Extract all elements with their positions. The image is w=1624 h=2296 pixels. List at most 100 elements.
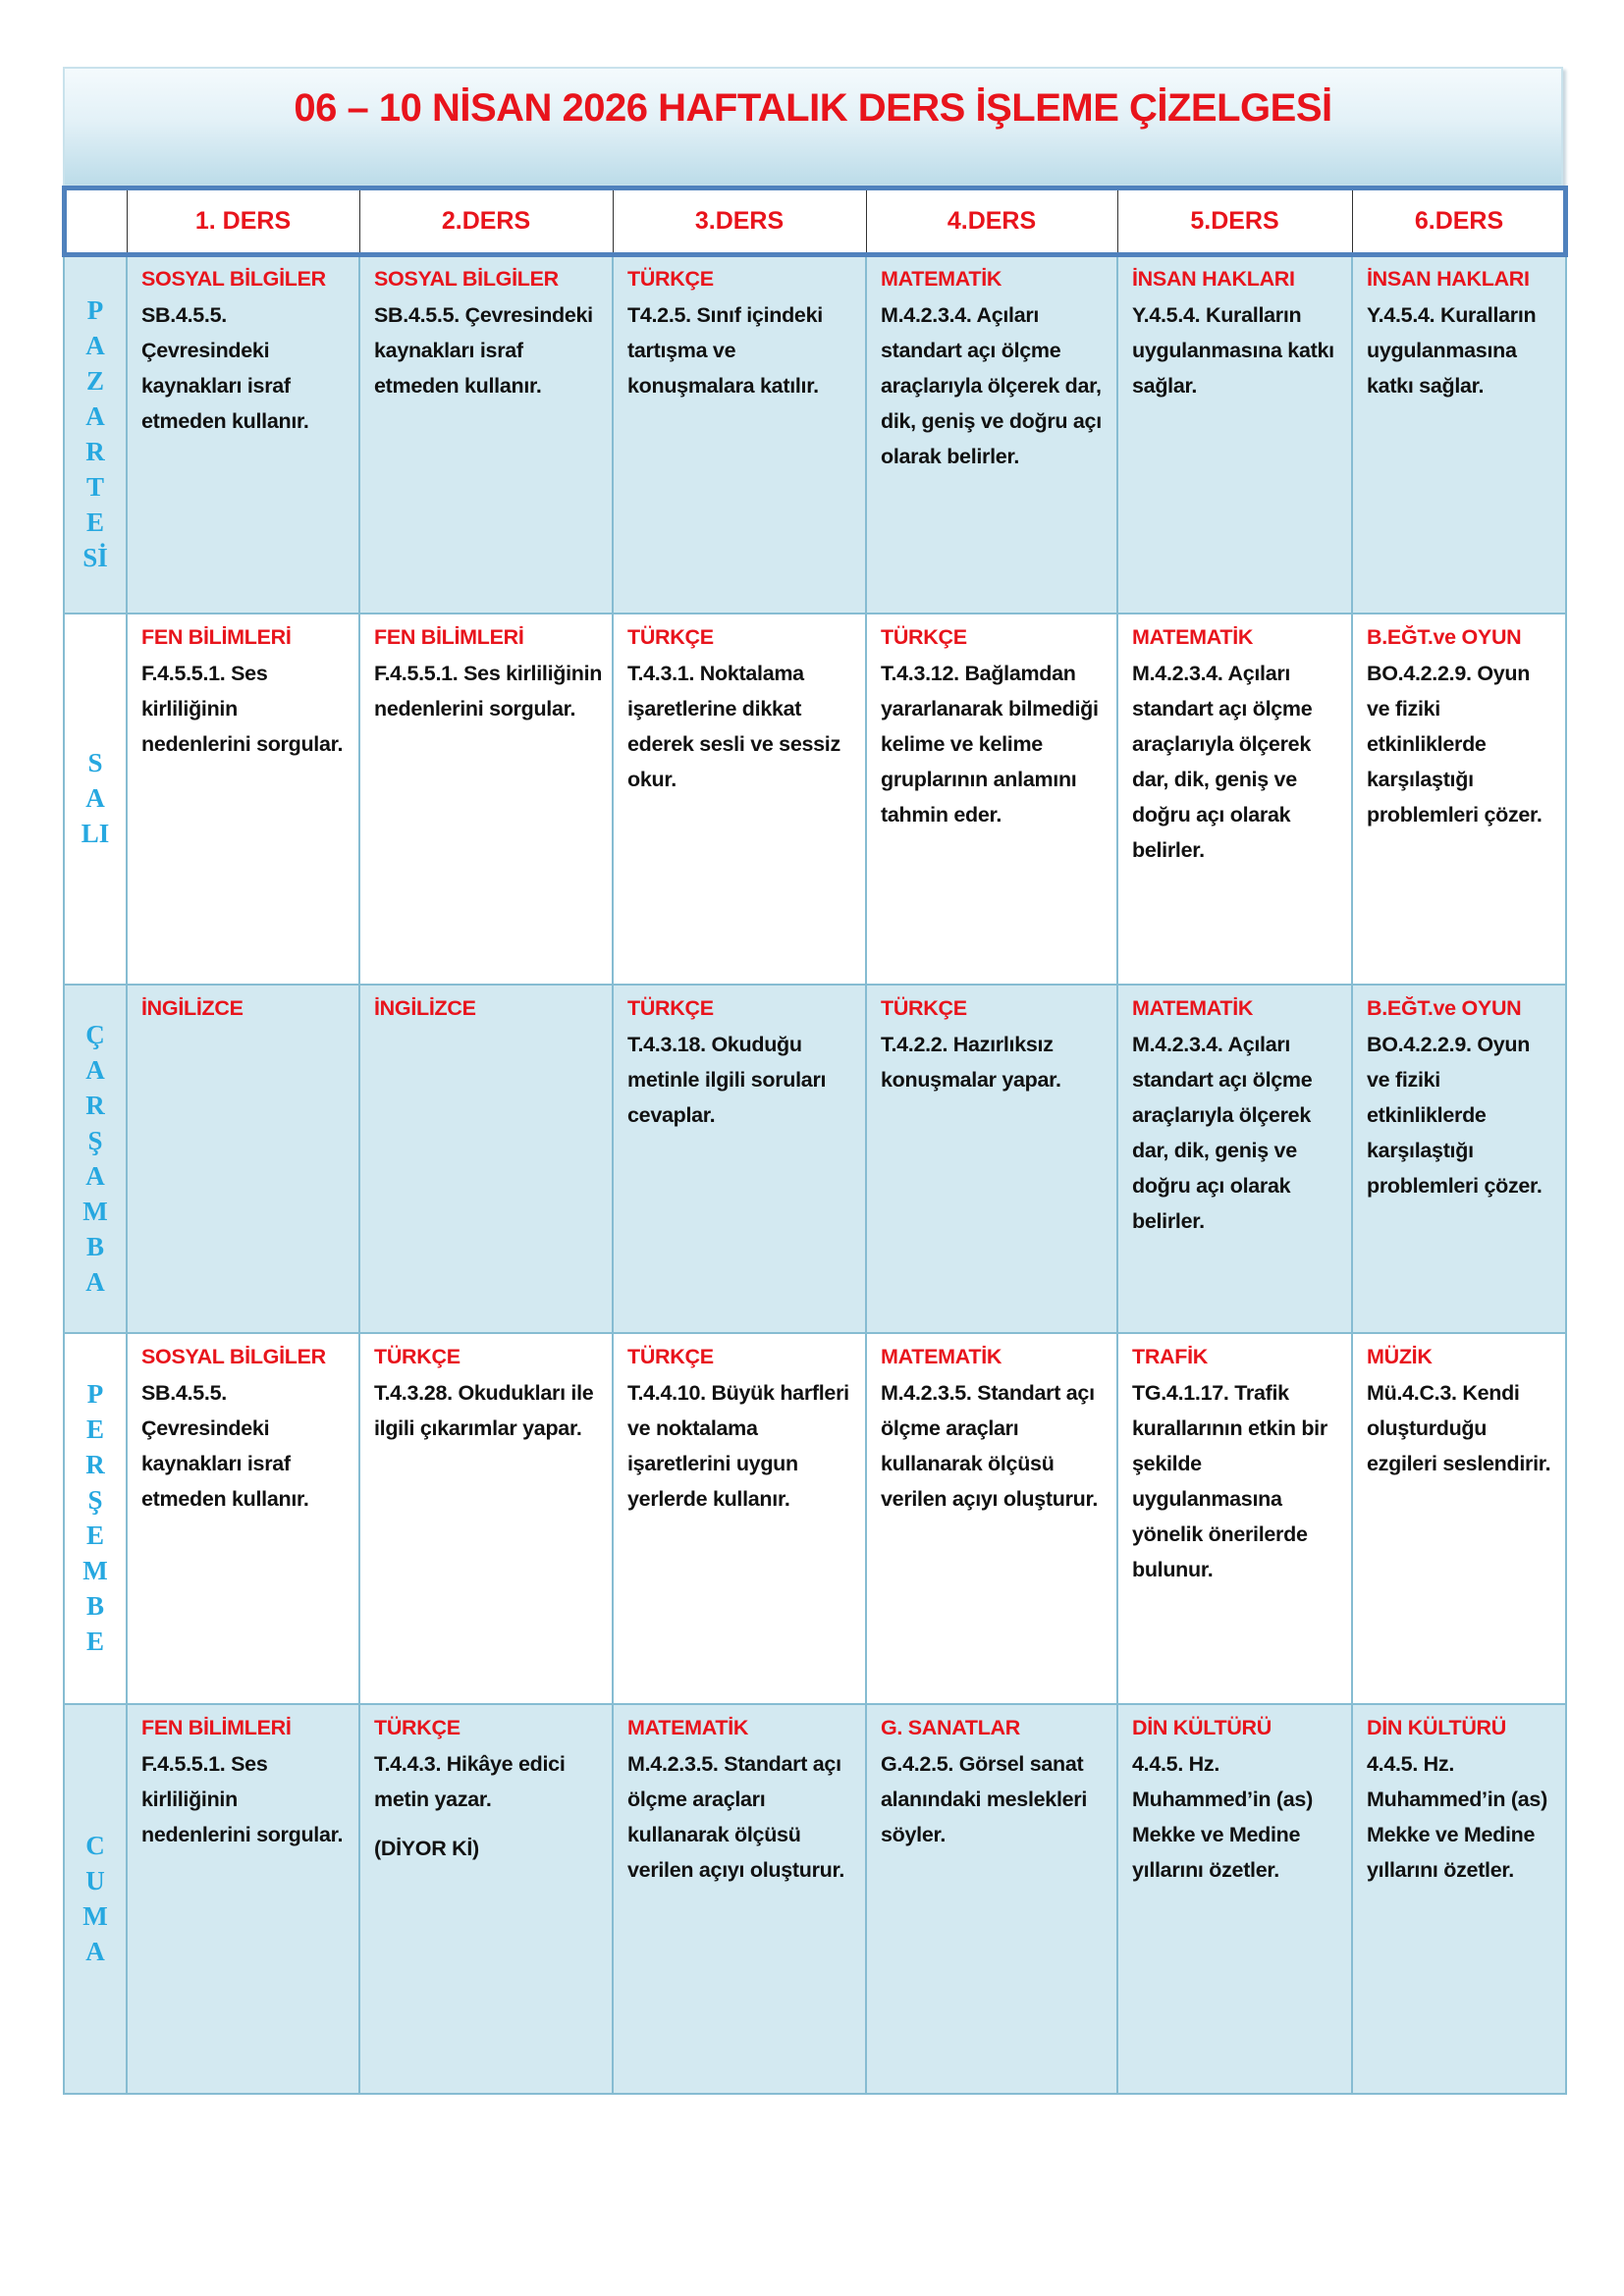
subject-name: FEN BİLİMLERİ	[374, 625, 524, 649]
learning-outcome: SB.4.5.5. Çevresindeki kaynakları israf …	[141, 303, 309, 433]
lesson-cell: FEN BİLİMLERİ F.4.5.5.1. Ses kirliliğinin…	[126, 613, 360, 986]
lesson-cell: TÜRKÇE T.4.3.28. Okudukları ile ilgili çı…	[358, 1332, 614, 1705]
subject-name: TÜRKÇE	[881, 996, 967, 1020]
header-lesson-3: 3.DERS	[612, 187, 867, 256]
learning-outcome: 4.4.5. Hz. Muhammed’in (as) Mekke ve Med…	[1132, 1752, 1313, 1882]
day-label: PERŞEMBE	[63, 1332, 128, 1705]
learning-outcome: F.4.5.5.1. Ses kirliliğinin nedenlerini …	[141, 662, 344, 756]
lesson-cell: MATEMATİK M.4.2.3.5. Standart açı ölçme a…	[612, 1703, 867, 2095]
lesson-cell: SOSYAL BİLGİLER SB.4.5.5. Çevresindeki ka…	[126, 1332, 360, 1705]
subject-name: FEN BİLİMLERİ	[141, 625, 292, 649]
lesson-cell: MATEMATİK M.4.2.3.4. Açıları standart açı…	[1116, 984, 1353, 1334]
day-label: PAZARTESİ	[63, 254, 128, 614]
subject-name: G. SANATLAR	[881, 1716, 1021, 1739]
day-name: CUMA	[82, 1830, 108, 1966]
lesson-cell: MATEMATİK M.4.2.3.5. Standart açı ölçme a…	[865, 1332, 1118, 1705]
day-label: CUMA	[63, 1703, 128, 2095]
lesson-cell: İNSAN HAKLARI Y.4.5.4. Kuralların uygulan…	[1116, 254, 1353, 614]
learning-outcome: Y.4.5.4. Kuralların uygulanmasına katkı …	[1367, 303, 1537, 398]
lesson-cell: DİN KÜLTÜRÜ 4.4.5. Hz. Muhammed’in (as) M…	[1351, 1703, 1567, 2095]
subject-name: İNGİLİZCE	[141, 996, 244, 1020]
learning-outcome: T.4.4.3. Hikâye edici metin yazar.	[374, 1752, 566, 1811]
lesson-cell: MÜZİK Mü.4.C.3. Kendi oluşturduğu ezgiler…	[1351, 1332, 1567, 1705]
subject-name: TÜRKÇE	[627, 267, 714, 291]
header-lesson-2: 2.DERS	[358, 187, 614, 256]
header-corner	[63, 187, 128, 256]
learning-outcome: Y.4.5.4. Kuralların uygulanmasına katkı …	[1132, 303, 1334, 398]
subject-name: TÜRKÇE	[881, 625, 967, 649]
title-banner: 06 – 10 NİSAN 2026 HAFTALIK DERS İŞLEME …	[63, 67, 1563, 187]
day-label: ÇARŞAMBA	[63, 984, 128, 1334]
learning-outcome: Mü.4.C.3. Kendi oluşturduğu ezgileri ses…	[1367, 1381, 1551, 1475]
lesson-cell: İNSAN HAKLARI Y.4.5.4. Kuralların uygulan…	[1351, 254, 1567, 614]
lesson-cell: SOSYAL BİLGİLER SB.4.5.5. Çevresindeki ka…	[126, 254, 360, 614]
learning-outcome: T4.2.5. Sınıf içindeki tartışma ve konuş…	[627, 303, 823, 398]
lesson-cell: TRAFİK TG.4.1.17. Trafik kurallarının etk…	[1116, 1332, 1353, 1705]
day-row: SALI FEN BİLİMLERİ F.4.5.5.1. Ses kirliliğ…	[63, 613, 1567, 986]
subject-name: SOSYAL BİLGİLER	[141, 267, 326, 291]
lesson-cell: İNGİLİZCE	[358, 984, 614, 1334]
learning-outcome: BO.4.2.2.9. Oyun ve fiziki etkinliklerde…	[1367, 662, 1543, 827]
subject-name: MATEMATİK	[1132, 625, 1254, 649]
learning-outcome: 4.4.5. Hz. Muhammed’in (as) Mekke ve Med…	[1367, 1752, 1547, 1882]
learning-outcome: T.4.2.2. Hazırlıksız konuşmalar yapar.	[881, 1033, 1061, 1092]
subject-name: TÜRKÇE	[627, 996, 714, 1020]
weekly-schedule-table: 1. DERS 2.DERS 3.DERS 4.DERS 5.DERS 6.DERS PA…	[62, 185, 1568, 2095]
subject-name: SOSYAL BİLGİLER	[374, 267, 559, 291]
learning-outcome: M.4.2.3.5. Standart açı ölçme araçları k…	[627, 1752, 845, 1882]
learning-outcome: SB.4.5.5. Çevresindeki kaynakları israf …	[374, 303, 593, 398]
day-row: ÇARŞAMBA İNGİLİZCE İNGİLİZCE TÜRKÇE T.4.3.18…	[63, 984, 1567, 1334]
learning-outcome: M.4.2.3.4. Açıları standart açı ölçme ar…	[881, 303, 1102, 468]
lesson-cell: FEN BİLİMLERİ F.4.5.5.1. Ses kirliliğinin…	[126, 1703, 360, 2095]
lesson-cell: TÜRKÇE T.4.2.2. Hazırlıksız konuşmalar ya…	[865, 984, 1118, 1334]
learning-outcome: BO.4.2.2.9. Oyun ve fiziki etkinliklerde…	[1367, 1033, 1543, 1198]
subject-name: MATEMATİK	[881, 1345, 1002, 1368]
lesson-cell: TÜRKÇE T4.2.5. Sınıf içindeki tartışma ve…	[612, 254, 867, 614]
subject-name: İNGİLİZCE	[374, 996, 476, 1020]
learning-outcome: M.4.2.3.5. Standart açı ölçme araçları k…	[881, 1381, 1099, 1511]
subject-name: MÜZİK	[1367, 1345, 1433, 1368]
subject-name: FEN BİLİMLERİ	[141, 1716, 292, 1739]
day-label: SALI	[63, 613, 128, 986]
day-row: CUMA FEN BİLİMLERİ F.4.5.5.1. Ses kirliliğ…	[63, 1703, 1567, 2095]
header-lesson-5: 5.DERS	[1116, 187, 1353, 256]
subject-name: DİN KÜLTÜRÜ	[1367, 1716, 1507, 1739]
lesson-cell: G. SANATLAR G.4.2.5. Görsel sanat alanınd…	[865, 1703, 1118, 2095]
subject-name: İNSAN HAKLARI	[1367, 267, 1530, 291]
subject-name: TÜRKÇE	[374, 1345, 460, 1368]
subject-name: TÜRKÇE	[627, 1345, 714, 1368]
day-row: PERŞEMBE SOSYAL BİLGİLER SB.4.5.5. Çevresi…	[63, 1332, 1567, 1705]
learning-outcome: F.4.5.5.1. Ses kirliliğinin nedenlerini …	[141, 1752, 344, 1846]
learning-outcome: F.4.5.5.1. Ses kirliliğinin nedenlerini …	[374, 662, 603, 721]
subject-name: MATEMATİK	[881, 267, 1002, 291]
day-name: ÇARŞAMBA	[82, 1019, 108, 1297]
lesson-cell: TÜRKÇE T.4.3.12. Bağlamdan yararlanarak b…	[865, 613, 1118, 986]
day-name: PAZARTESİ	[82, 294, 108, 572]
learning-outcome: M.4.2.3.4. Açıları standart açı ölçme ar…	[1132, 662, 1313, 862]
day-name: PERŞEMBE	[82, 1379, 108, 1656]
lesson-cell: DİN KÜLTÜRÜ 4.4.5. Hz. Muhammed’in (as) M…	[1116, 1703, 1353, 2095]
learning-outcome: T.4.3.1. Noktalama işaretlerine dikkat e…	[627, 662, 840, 791]
learning-outcome: M.4.2.3.4. Açıları standart açı ölçme ar…	[1132, 1033, 1313, 1233]
subject-name: B.EĞT.ve OYUN	[1367, 996, 1522, 1020]
lesson-cell: TÜRKÇE T.4.4.10. Büyük harfleri ve noktal…	[612, 1332, 867, 1705]
lesson-cell: B.EĞT.ve OYUN BO.4.2.2.9. Oyun ve fiziki …	[1351, 984, 1567, 1334]
day-row: PAZARTESİ SOSYAL BİLGİLER SB.4.5.5. Çevres…	[63, 254, 1567, 614]
learning-outcome: T.4.3.12. Bağlamdan yararlanarak bilmedi…	[881, 662, 1099, 827]
learning-outcome: SB.4.5.5. Çevresindeki kaynakları israf …	[141, 1381, 309, 1511]
header-row: 1. DERS 2.DERS 3.DERS 4.DERS 5.DERS 6.DERS	[62, 185, 1568, 257]
header-lesson-6: 6.DERS	[1351, 187, 1567, 256]
learning-outcome: TG.4.1.17. Trafik kurallarının etkin bir…	[1132, 1381, 1327, 1581]
header-lesson-4: 4.DERS	[865, 187, 1118, 256]
learning-outcome: G.4.2.5. Görsel sanat alanındaki meslekl…	[881, 1752, 1088, 1846]
header-lesson-1: 1. DERS	[126, 187, 360, 256]
lesson-cell: MATEMATİK M.4.2.3.4. Açıları standart açı…	[1116, 613, 1353, 986]
lesson-cell: MATEMATİK M.4.2.3.4. Açıları standart açı…	[865, 254, 1118, 614]
subject-name: B.EĞT.ve OYUN	[1367, 625, 1522, 649]
cell-note: (DİYOR Kİ)	[374, 1837, 479, 1860]
lesson-cell: FEN BİLİMLERİ F.4.5.5.1. Ses kirliliğinin…	[358, 613, 614, 986]
page-title: 06 – 10 NİSAN 2026 HAFTALIK DERS İŞLEME …	[294, 86, 1332, 130]
subject-name: MATEMATİK	[627, 1716, 749, 1739]
subject-name: DİN KÜLTÜRÜ	[1132, 1716, 1272, 1739]
subject-name: TÜRKÇE	[627, 625, 714, 649]
